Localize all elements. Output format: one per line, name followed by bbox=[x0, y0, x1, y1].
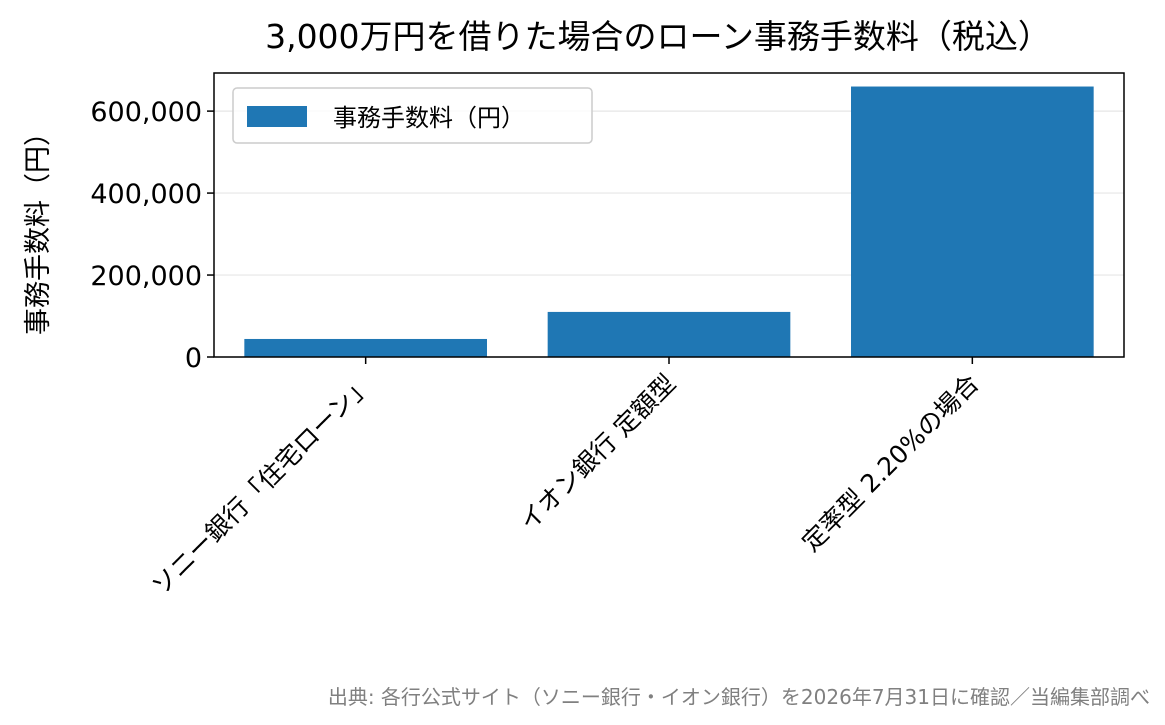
legend-frame bbox=[232, 87, 593, 144]
legend-swatch bbox=[247, 106, 307, 127]
bars bbox=[244, 86, 1094, 358]
y-tick-label: 400,000 bbox=[90, 179, 202, 210]
chart-title: 3,000万円を借りた場合のローン事務手数料（税込） bbox=[265, 17, 1051, 56]
bar bbox=[547, 311, 791, 357]
legend-label: 事務手数料（円） bbox=[333, 104, 525, 132]
bar bbox=[851, 86, 1094, 358]
y-axis-label: 事務手数料（円） bbox=[23, 119, 54, 335]
y-tick-label: 600,000 bbox=[90, 97, 202, 128]
x-tick-label: ソニー銀行「住宅ローン」 bbox=[146, 369, 378, 601]
bar bbox=[244, 338, 487, 357]
x-tick-label: イオン銀行 定額型 bbox=[514, 369, 682, 537]
legend: 事務手数料（円） bbox=[232, 87, 593, 144]
y-axis-ticks: 0 200,000 400,000 600,000 bbox=[90, 97, 214, 374]
y-tick-label: 200,000 bbox=[90, 261, 202, 292]
x-axis-ticks: ソニー銀行「住宅ローン」 イオン銀行 定額型 定率型 2.20%の場合 bbox=[146, 357, 985, 601]
source-note: 出典: 各行公式サイト（ソニー銀行・イオン銀行）を2026年7月31日に確認／当… bbox=[328, 685, 1150, 709]
x-tick-label: 定率型 2.20%の場合 bbox=[796, 369, 984, 557]
y-tick-label: 0 bbox=[185, 343, 202, 374]
